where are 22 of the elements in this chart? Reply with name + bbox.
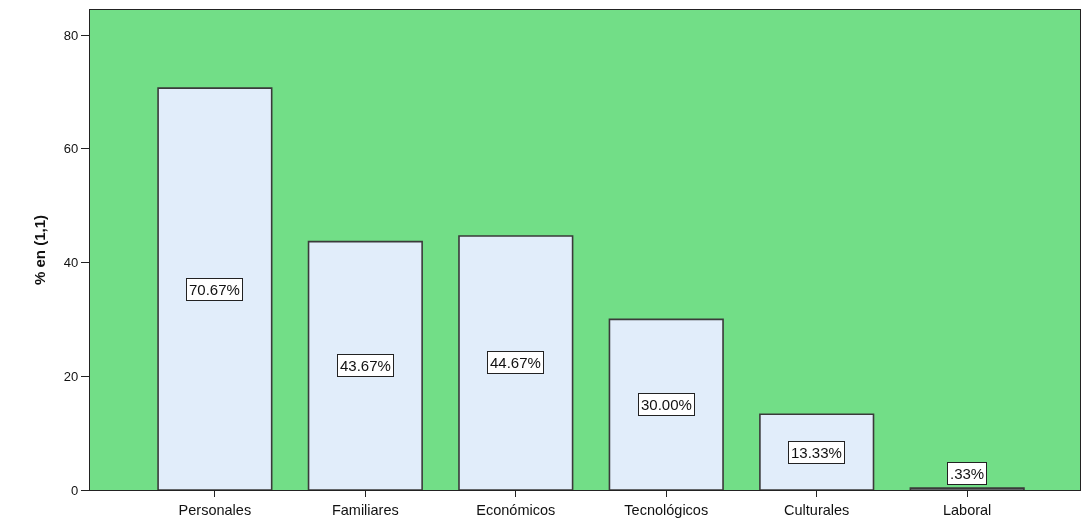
data-label: 44.67%	[490, 354, 541, 371]
bar	[157, 87, 273, 490]
data-label: 70.67%	[189, 281, 240, 298]
x-tick-label: Personales	[178, 501, 252, 518]
data-label: .33%	[950, 465, 985, 482]
x-tick-label: Económicos	[476, 501, 556, 518]
x-tick-label: Tecnológicos	[624, 501, 709, 518]
y-tick-label: 60	[63, 141, 79, 157]
bar	[307, 240, 423, 490]
y-tick-label: 0	[71, 482, 79, 498]
data-label: 43.67%	[340, 357, 391, 374]
data-label: 13.33%	[791, 444, 842, 461]
data-label: 30.00%	[641, 396, 692, 413]
y-tick-label: 40	[63, 255, 79, 271]
y-tick-label: 20	[63, 368, 79, 384]
x-tick-label: Laboral	[942, 501, 992, 518]
bar	[458, 235, 574, 490]
x-tick-label: Familiares	[331, 501, 399, 518]
x-tick-label: Culturales	[784, 501, 850, 518]
y-tick-label: 80	[63, 27, 79, 43]
bar	[608, 318, 724, 490]
y-axis-title: % en (1,1)	[31, 214, 49, 286]
